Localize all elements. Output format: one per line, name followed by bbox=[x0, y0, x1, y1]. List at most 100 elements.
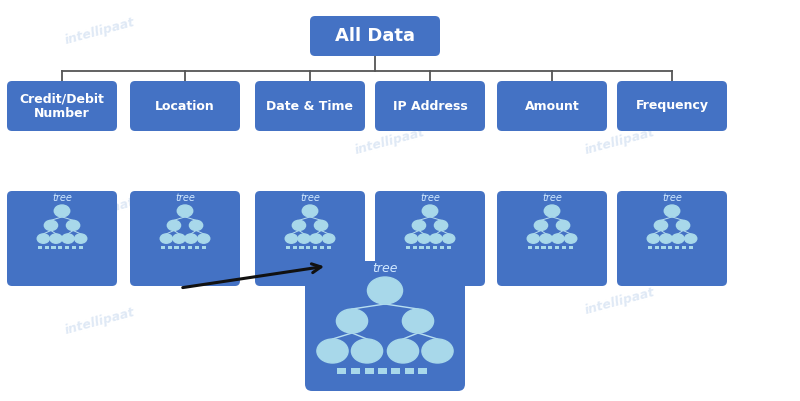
Text: tree: tree bbox=[372, 263, 398, 275]
Ellipse shape bbox=[167, 220, 181, 231]
Text: intellipaat: intellipaat bbox=[63, 195, 137, 227]
Ellipse shape bbox=[62, 234, 74, 243]
Bar bbox=[65, 246, 70, 249]
Text: tree: tree bbox=[542, 193, 562, 203]
Bar bbox=[320, 246, 324, 249]
Ellipse shape bbox=[185, 234, 197, 243]
Text: tree: tree bbox=[420, 193, 440, 203]
Bar bbox=[286, 246, 290, 249]
Ellipse shape bbox=[557, 220, 570, 231]
Bar bbox=[413, 246, 417, 249]
FancyBboxPatch shape bbox=[497, 191, 607, 286]
Text: tree: tree bbox=[662, 193, 682, 203]
Ellipse shape bbox=[38, 234, 50, 243]
Text: IP Address: IP Address bbox=[393, 99, 467, 113]
Ellipse shape bbox=[198, 234, 210, 243]
Ellipse shape bbox=[534, 220, 547, 231]
FancyBboxPatch shape bbox=[255, 191, 365, 286]
Ellipse shape bbox=[527, 234, 539, 243]
Ellipse shape bbox=[387, 339, 418, 363]
Bar bbox=[378, 368, 386, 374]
Text: intellipaat: intellipaat bbox=[354, 126, 426, 157]
Bar bbox=[51, 246, 56, 249]
Ellipse shape bbox=[654, 220, 667, 231]
Ellipse shape bbox=[647, 234, 659, 243]
Bar bbox=[202, 246, 206, 249]
Bar bbox=[440, 246, 444, 249]
FancyBboxPatch shape bbox=[130, 81, 240, 131]
Bar bbox=[337, 368, 346, 374]
Text: tree: tree bbox=[52, 193, 72, 203]
Ellipse shape bbox=[66, 220, 80, 231]
Ellipse shape bbox=[685, 234, 697, 243]
FancyBboxPatch shape bbox=[375, 81, 485, 131]
Bar bbox=[555, 246, 559, 249]
Text: intellipaat: intellipaat bbox=[63, 15, 137, 47]
FancyBboxPatch shape bbox=[310, 16, 440, 56]
Text: Location: Location bbox=[155, 99, 215, 113]
Ellipse shape bbox=[412, 220, 426, 231]
Ellipse shape bbox=[406, 234, 418, 243]
Bar bbox=[38, 246, 42, 249]
Ellipse shape bbox=[292, 220, 306, 231]
Bar bbox=[313, 246, 318, 249]
Text: intellipaat: intellipaat bbox=[583, 286, 657, 317]
FancyBboxPatch shape bbox=[130, 191, 240, 286]
Ellipse shape bbox=[422, 339, 453, 363]
Ellipse shape bbox=[664, 205, 680, 217]
Ellipse shape bbox=[367, 277, 402, 304]
Bar bbox=[405, 368, 414, 374]
Ellipse shape bbox=[660, 234, 672, 243]
Ellipse shape bbox=[422, 205, 438, 217]
Ellipse shape bbox=[298, 234, 310, 243]
Ellipse shape bbox=[430, 234, 442, 243]
Bar bbox=[433, 246, 438, 249]
FancyBboxPatch shape bbox=[617, 191, 727, 286]
Bar bbox=[689, 246, 693, 249]
Text: tree: tree bbox=[300, 193, 320, 203]
Bar bbox=[194, 246, 199, 249]
Bar bbox=[648, 246, 652, 249]
Bar bbox=[188, 246, 192, 249]
FancyBboxPatch shape bbox=[375, 191, 485, 286]
Text: All Data: All Data bbox=[335, 27, 415, 45]
Ellipse shape bbox=[178, 205, 193, 217]
Ellipse shape bbox=[286, 234, 298, 243]
Ellipse shape bbox=[160, 234, 172, 243]
Ellipse shape bbox=[54, 205, 70, 217]
Text: Credit/Debit
Number: Credit/Debit Number bbox=[19, 92, 105, 120]
Ellipse shape bbox=[544, 205, 560, 217]
FancyBboxPatch shape bbox=[255, 81, 365, 131]
Bar bbox=[662, 246, 666, 249]
Text: Date & Time: Date & Time bbox=[266, 99, 354, 113]
Bar bbox=[419, 246, 424, 249]
Ellipse shape bbox=[314, 220, 328, 231]
Bar bbox=[406, 246, 410, 249]
Text: Frequency: Frequency bbox=[635, 99, 709, 113]
Text: Amount: Amount bbox=[525, 99, 579, 113]
Bar bbox=[548, 246, 553, 249]
Bar bbox=[682, 246, 686, 249]
Bar bbox=[78, 246, 83, 249]
Text: tree: tree bbox=[175, 193, 195, 203]
Ellipse shape bbox=[540, 234, 552, 243]
Bar bbox=[174, 246, 178, 249]
Bar bbox=[418, 368, 426, 374]
Ellipse shape bbox=[336, 309, 368, 333]
Bar bbox=[45, 246, 49, 249]
Bar bbox=[534, 246, 539, 249]
Ellipse shape bbox=[677, 220, 690, 231]
Ellipse shape bbox=[565, 234, 577, 243]
Bar bbox=[299, 246, 304, 249]
Ellipse shape bbox=[322, 234, 334, 243]
Bar bbox=[446, 246, 451, 249]
Ellipse shape bbox=[317, 339, 348, 363]
Text: intellipaat: intellipaat bbox=[583, 126, 657, 157]
Ellipse shape bbox=[351, 339, 382, 363]
Ellipse shape bbox=[190, 220, 202, 231]
Ellipse shape bbox=[310, 234, 322, 243]
Bar bbox=[426, 246, 430, 249]
Bar bbox=[161, 246, 165, 249]
Bar bbox=[654, 246, 659, 249]
Ellipse shape bbox=[434, 220, 448, 231]
